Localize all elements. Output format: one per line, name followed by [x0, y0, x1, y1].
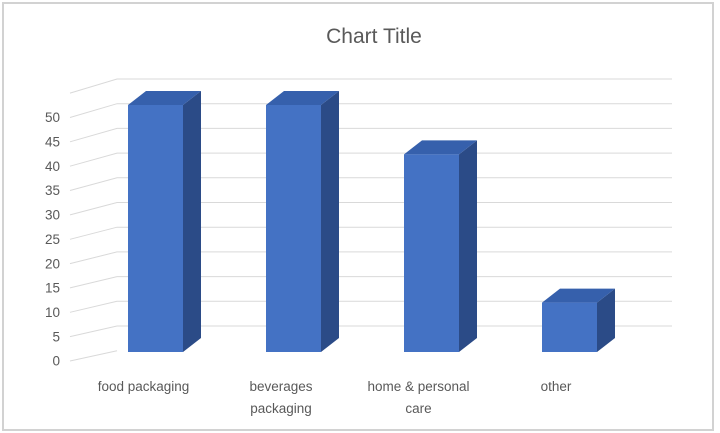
category-label: beverages	[249, 379, 312, 394]
y-axis-tick-label: 10	[45, 305, 60, 320]
gridline	[69, 350, 118, 362]
gridline	[69, 127, 672, 143]
bar-top-home-personal-care	[404, 140, 477, 155]
gridline	[69, 152, 672, 167]
bar-side-other	[597, 288, 615, 352]
category-label: packaging	[250, 401, 312, 416]
gridline	[69, 78, 672, 94]
bar-beverages-packaging	[266, 105, 321, 352]
y-axis-tick-label: 15	[45, 281, 60, 296]
gridline	[69, 325, 672, 338]
category-label: care	[405, 401, 431, 416]
gridline	[69, 300, 672, 313]
y-axis-tick-label: 45	[45, 135, 60, 150]
y-axis-tick-label: 20	[45, 256, 60, 271]
bar-top-beverages-packaging	[266, 91, 339, 105]
bar-side-home-personal-care	[459, 140, 477, 352]
bar-top-food-packaging	[128, 91, 201, 105]
bar-home-personal-care	[404, 154, 459, 352]
y-axis-tick-label: 50	[45, 110, 60, 125]
y-axis-tick-label: 35	[45, 183, 60, 198]
y-axis-tick-label: 40	[45, 159, 60, 174]
category-label: other	[541, 379, 572, 394]
y-axis-tick-label: 0	[52, 354, 60, 369]
gridline	[69, 226, 672, 240]
bar-top-other	[542, 288, 615, 303]
gridline	[69, 103, 672, 118]
chart-frame	[2, 2, 714, 431]
bar-side-beverages-packaging	[321, 91, 339, 352]
gridline	[69, 177, 672, 191]
gridline	[69, 276, 672, 289]
gridline	[69, 202, 672, 216]
gridline	[69, 251, 672, 265]
chart-title: Chart Title	[326, 25, 422, 48]
bar-other	[542, 302, 597, 352]
category-label: home & personal	[367, 379, 469, 394]
y-axis-tick-label: 30	[45, 208, 60, 223]
bar-food-packaging	[128, 105, 183, 352]
y-axis-tick-label: 5	[52, 329, 60, 344]
y-axis-tick-label: 25	[45, 232, 60, 247]
category-label: food packaging	[98, 379, 190, 394]
bar-side-food-packaging	[183, 91, 201, 352]
